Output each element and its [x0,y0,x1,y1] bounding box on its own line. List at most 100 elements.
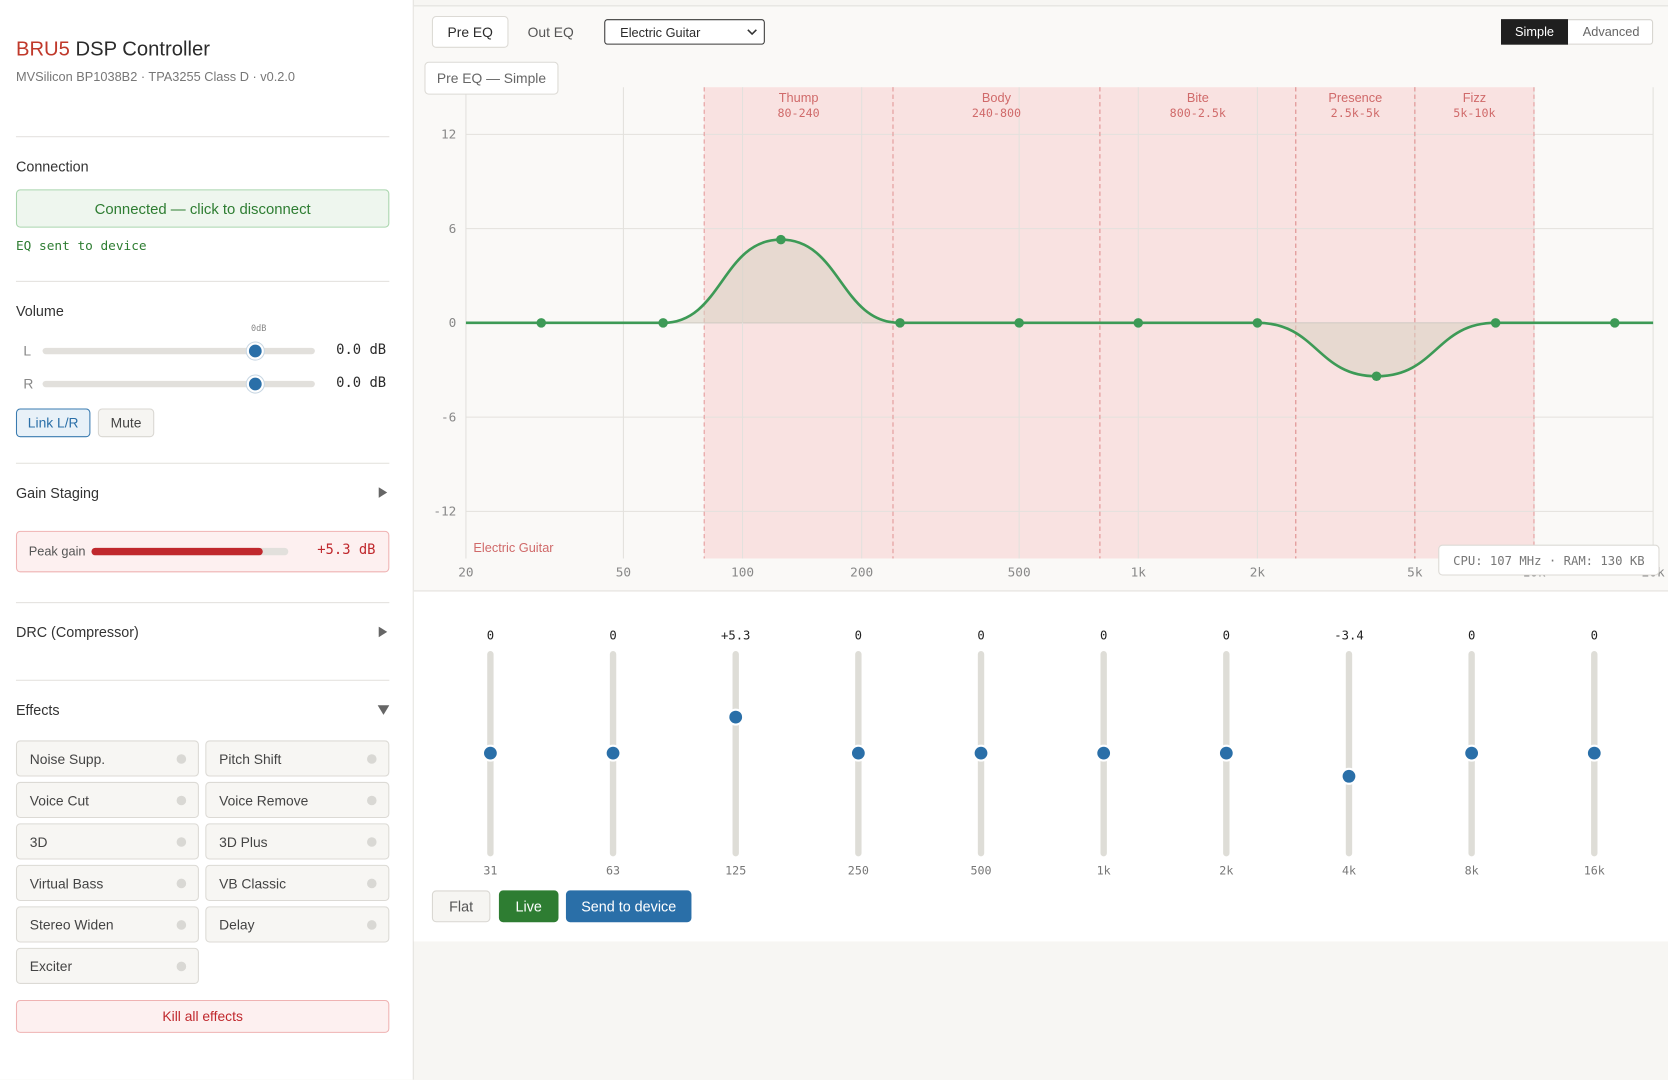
effect-toggle[interactable]: 3D Plus [205,823,390,860]
x-tick-label: 100 [731,566,754,581]
slider-value: 0 [977,628,984,642]
divider [15,280,390,282]
expand-arrow[interactable] [378,487,389,498]
eq-node [1133,318,1144,328]
eq-node [1371,371,1382,382]
effect-indicator [367,920,377,930]
slider-knob[interactable] [1217,744,1235,762]
slider-knob[interactable] [1340,767,1358,785]
effect-toggle[interactable]: Pitch Shift [205,740,390,777]
volume-knob[interactable] [246,342,264,360]
mode[interactable]: Advanced [1582,24,1640,40]
select-caret [747,29,757,36]
expand-arrow[interactable] [378,626,389,638]
effect-toggle[interactable]: Virtual Bass [15,864,199,902]
slider-value: 0 [609,628,616,642]
eq-curve [541,238,1615,378]
effect-toggle[interactable]: 3D [15,823,199,860]
effect-toggle[interactable]: Noise Supp. [15,740,199,777]
curve-area [541,239,1615,377]
app-title: BRU5 DSP Controller [16,38,210,61]
slider-band: 2k [1219,863,1233,877]
section-heading: Volume [15,303,64,320]
mode-active[interactable]: Simple [1500,19,1569,45]
volume-knob[interactable] [246,375,264,393]
x-tick-label: 200 [850,566,873,581]
y-tick-label: -6 [441,410,456,425]
effect-indicator [367,795,377,806]
slider-band: 4k [1342,863,1356,877]
x-tick-label: 5k [1407,566,1423,581]
slider-band: 125 [725,863,746,877]
volume-value: 0.0 dB [336,375,387,392]
preset-select[interactable]: Electric Guitar [604,19,765,45]
divider [15,462,390,464]
slider-value: 0 [487,628,494,642]
band-name: Body [982,90,1012,105]
effect-indicator [176,920,187,930]
slider-knob[interactable] [849,744,867,762]
slider-knob[interactable] [1463,744,1481,762]
channel-label: L [23,342,32,359]
slider-band: 16k [1584,863,1605,877]
effect-toggle[interactable]: Exciter [15,947,199,984]
divider [15,136,390,138]
collapse-arrow[interactable] [377,704,390,715]
y-tick-label: 6 [449,222,457,237]
slider-track [732,651,739,857]
effect-label: 3D Plus [219,833,268,850]
effect-toggle[interactable]: Voice Cut [15,781,199,819]
kill-effects-button[interactable]: Kill all effects [15,999,390,1033]
tab-active[interactable]: Pre EQ [431,15,509,48]
effect-indicator [367,837,377,847]
band-range: 800-2.5k [1170,106,1226,120]
tab[interactable]: Out EQ [527,24,574,41]
link-button[interactable]: Link L/R [15,408,91,438]
mute-button[interactable]: Mute [97,408,155,438]
slider-knob[interactable] [1095,744,1113,762]
slider-band: 250 [848,863,869,877]
volume-value: 0.0 dB [336,342,387,359]
section-heading[interactable]: Gain Staging [15,485,99,502]
slider-knob[interactable] [604,744,622,762]
x-tick-label: 20 [458,566,473,581]
slider-knob[interactable] [972,744,990,762]
volume-track [42,347,315,355]
effect-toggle[interactable]: VB Classic [205,864,390,902]
flat-button[interactable]: Flat [431,890,491,923]
eq-node [1490,318,1501,328]
section-heading: Connection [15,158,89,175]
eq-chart: 1260-6-1220501002005001k2k5k10k20kThump8… [433,87,1665,877]
slider-value: 0 [1468,628,1475,642]
effect-toggle[interactable]: Voice Remove [205,781,390,819]
slider-panel [413,590,1668,942]
eq-node [776,234,786,245]
band-name: Bite [1187,90,1209,105]
meter-value: +5.3 dB [317,542,376,559]
slider-value: -3.4 [1334,628,1363,642]
section-heading[interactable]: DRC (Compressor) [15,624,139,641]
channel-label: R [23,375,34,392]
effect-label: 3D [29,833,48,850]
slider-knob[interactable] [727,708,745,726]
subtitle: MVSilicon BP1038B2 · TPA3255 Class D · v… [15,69,296,85]
status-box: CPU: 107 MHz · RAM: 130 KB [1438,544,1660,576]
effect-toggle[interactable]: Stereo Widen [15,906,199,943]
volume-track [42,380,315,388]
effect-toggle[interactable]: Delay [205,906,390,943]
slider-knob[interactable] [1585,744,1603,762]
title: DSP Controller [75,38,210,61]
effect-label: Stereo Widen [29,916,114,933]
live-button[interactable]: Live [498,890,559,923]
effect-label: Pitch Shift [219,750,282,767]
effect-label: VB Classic [219,874,287,891]
section-heading[interactable]: Effects [15,702,60,719]
slider-value: 0 [1100,628,1107,642]
slider-band: 63 [606,863,620,877]
connect-button[interactable]: Connected — click to disconnect [15,189,390,228]
effect-label: Delay [219,916,255,933]
send-button[interactable]: Send to device [565,890,692,923]
eq-node [1252,318,1263,328]
slider-knob[interactable] [481,744,499,762]
